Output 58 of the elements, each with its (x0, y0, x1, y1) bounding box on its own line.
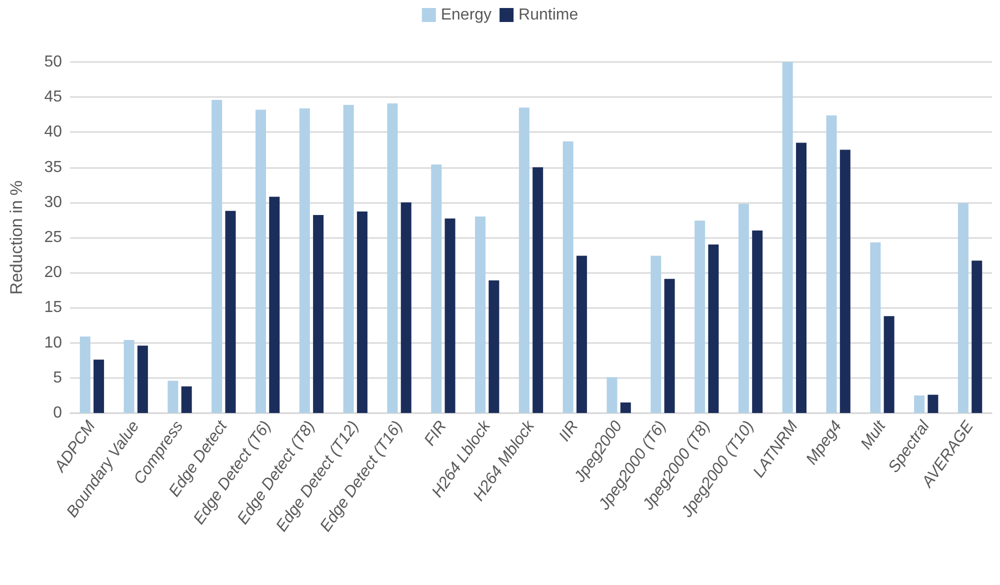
bar (928, 394, 938, 413)
bar (256, 110, 266, 413)
bar (124, 340, 134, 413)
bar (694, 220, 706, 413)
bar (884, 316, 894, 413)
bar (870, 242, 881, 413)
y-tick-label: 25 (44, 229, 62, 246)
bar (738, 204, 749, 413)
legend-label: Runtime (518, 6, 578, 24)
y-tick-label: 5 (53, 369, 62, 386)
bar (488, 280, 500, 413)
bar (606, 377, 618, 413)
bar (826, 115, 837, 413)
bar (137, 346, 148, 413)
y-tick-label: 10 (44, 334, 62, 352)
bar (532, 167, 544, 413)
bar (796, 142, 806, 413)
bar (650, 256, 662, 413)
bar (840, 150, 850, 413)
bar (168, 380, 178, 413)
bar (620, 402, 631, 413)
bar (299, 108, 310, 413)
bar (576, 256, 587, 413)
bar (269, 196, 280, 413)
bar (387, 103, 398, 413)
y-tick-label: 35 (44, 158, 62, 176)
y-tick-label: 40 (44, 124, 62, 141)
y-axis-title: Reduction in % (7, 180, 26, 295)
bar (313, 215, 324, 413)
bar (518, 108, 530, 413)
bar (212, 100, 222, 413)
y-tick-label: 50 (44, 54, 62, 70)
y-tick-label: 0 (53, 404, 62, 422)
bar (400, 202, 412, 413)
bar (94, 360, 104, 413)
y-tick-label: 20 (44, 264, 62, 282)
bar (475, 216, 486, 413)
y-tick-label: 15 (44, 299, 62, 316)
bar (914, 395, 925, 413)
bar (444, 218, 456, 413)
y-tick-label: 45 (44, 88, 62, 106)
bar (80, 336, 90, 413)
bar (356, 212, 368, 413)
bar (562, 141, 574, 413)
bar (225, 210, 236, 413)
bar (972, 260, 982, 413)
bar (343, 104, 354, 413)
bar (958, 203, 968, 413)
bar (431, 164, 442, 413)
bar (664, 278, 675, 413)
legend-label: Energy (440, 6, 492, 24)
x-tick-label: FIR (421, 418, 450, 449)
bar (782, 62, 793, 413)
bar (752, 230, 763, 413)
y-tick-label: 30 (44, 194, 62, 211)
bar (181, 386, 192, 413)
x-tick-label: IIR (556, 418, 582, 445)
bar (708, 244, 719, 413)
